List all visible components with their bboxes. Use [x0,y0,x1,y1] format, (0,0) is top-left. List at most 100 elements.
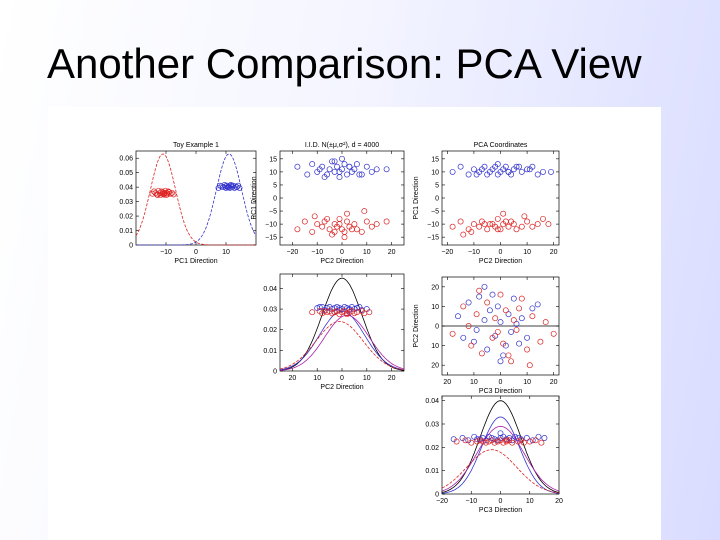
y-tick-label: 0 [273,369,277,376]
data-point [505,352,512,359]
y-tick-label: 0.01 [425,468,439,475]
data-point [520,439,527,446]
data-point [521,213,528,220]
density-curve [441,425,560,492]
data-point [351,166,358,173]
data-point [484,226,491,233]
data-point [494,215,501,222]
y-tick-label: −5 [269,209,277,216]
data-point [534,221,541,228]
x-tick-label: 10 [470,379,478,386]
data-point [336,221,343,228]
data-point [228,182,235,189]
data-point [465,171,472,178]
y-tick-label: 0.05 [119,170,133,177]
chart-middle-middle: 20 10 0 10 20 0 0.01 0.02 0.03 0.04 PC2 Direction [263,273,405,391]
x-axis-label: PC1 Direction [174,258,217,265]
y-tick-label: 0.03 [425,422,439,429]
data-point [500,340,507,347]
data-point [232,183,239,190]
data-point [169,189,175,196]
data-point [226,183,232,190]
density-curve [135,153,256,246]
data-point [331,309,338,316]
data-point [465,299,472,306]
data-point [516,305,523,312]
data-point [233,184,240,191]
x-tick-label: 0 [499,379,503,386]
data-point [366,309,373,316]
data-point [497,435,504,441]
x-tick-label: 0 [194,249,198,256]
data-point [361,208,368,215]
data-point [518,223,525,230]
data-point [476,293,483,300]
data-point [473,326,480,333]
data-point [529,223,536,230]
data-point [535,433,542,440]
data-point [526,362,533,369]
x-tick-label: −20 [436,498,448,505]
data-point [481,283,488,290]
data-point [481,317,488,324]
data-point [494,303,501,310]
chart-title: I.I.D. N(±μ,σ²), d = 4000 [305,142,379,149]
y-tick-label: 0.01 [263,348,277,355]
chart-bottom-right: −20 −10 0 10 20 0 0.01 0.02 0.03 0.04 PC3 Directio… [425,395,563,514]
x-tick-label: −20 [286,249,298,256]
y-tick-label: 0.06 [119,156,133,163]
data-point [304,171,311,178]
data-point [497,358,504,365]
data-point [363,163,370,170]
data-point [460,303,467,310]
data-point [524,346,531,353]
x-tick-label: 20 [550,379,558,386]
data-point [373,166,380,173]
x-tick-label: 20 [550,249,558,256]
data-point [509,439,516,446]
data-point [341,161,348,168]
data-point [455,313,461,320]
data-point [319,223,326,230]
x-tick-label: 10 [523,379,531,386]
x-tick-label: 20 [555,498,563,505]
data-point [476,287,483,294]
y-tick-label: 20 [431,363,439,370]
data-point [509,437,516,444]
data-point [311,213,318,220]
x-tick-label: 10 [523,249,531,256]
data-point [236,184,243,191]
density-curve [279,321,405,371]
chart-top-middle: I.I.D. N(±μ,σ²), d = 4000 −20 −10 0 10 20 15 10… [251,142,405,265]
data-point [516,340,523,347]
chart-title: PCA Coordinates [474,142,528,149]
data-point [524,166,531,173]
data-point [485,433,492,440]
data-point [368,168,375,175]
slide-title: Another Comparison: PCA View [47,40,642,87]
data-point [540,215,546,222]
data-point [344,171,350,178]
x-tick-label: 10 [363,375,371,382]
data-point [457,218,464,225]
y-tick-label: 0 [435,492,439,499]
y-tick-label: 0.01 [119,228,133,235]
data-point [494,161,501,168]
data-point [497,226,504,233]
data-point [462,437,469,444]
y-tick-label: 0.02 [425,445,439,452]
x-tick-label: 10 [313,375,321,382]
y-tick-label: −10 [265,222,277,229]
data-point [353,161,360,168]
x-tick-label: −10 [311,249,323,256]
data-point [508,328,515,335]
data-point [492,315,499,322]
y-tick-label: −15 [427,235,439,242]
data-point [542,319,549,326]
data-point [368,223,375,230]
y-tick-label: 0 [273,196,277,203]
data-point [170,191,177,198]
data-point [482,437,489,444]
x-tick-label: 20 [443,379,451,386]
x-axis-label: PC2 Direction [479,258,522,265]
